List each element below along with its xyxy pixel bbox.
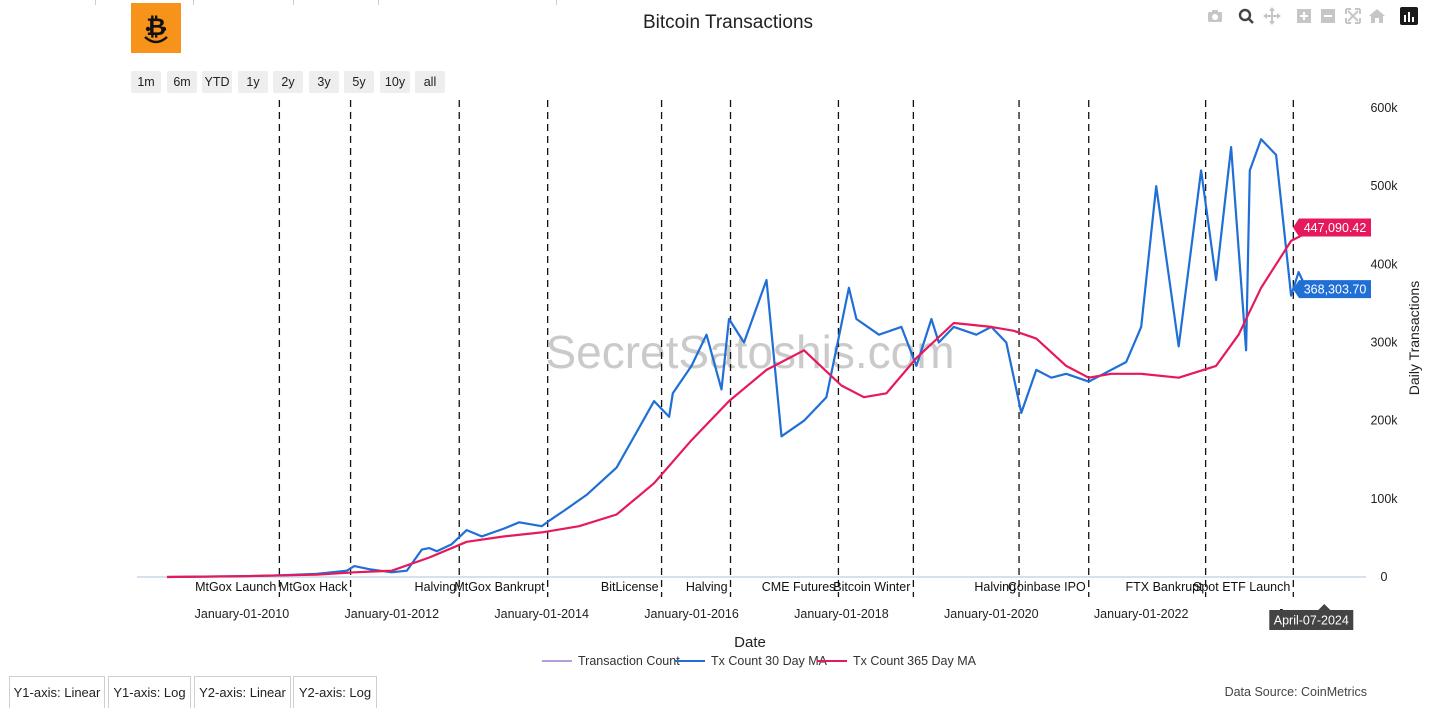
legend-label: Tx Count 30 Day MA <box>711 654 828 668</box>
event-label: CME Futures <box>762 580 836 594</box>
y-axis-title: Daily Transactions <box>1406 281 1422 395</box>
range-button-5y[interactable]: 5y <box>344 71 374 93</box>
event-label: Coinbase IPO <box>1008 580 1086 594</box>
event-label: BitLicense <box>601 580 659 594</box>
event-label: Halving <box>415 580 457 594</box>
zoom-icon[interactable] <box>1237 7 1255 25</box>
y-tick-label: 400k <box>1370 257 1398 271</box>
range-button-1y[interactable]: 1y <box>238 71 268 93</box>
chart-title: Bitcoin Transactions <box>642 12 814 33</box>
last-value-label: 368,303.70 <box>1304 283 1367 297</box>
plotly-logo-icon[interactable] <box>1400 7 1418 25</box>
event-label: Spot ETF Launch <box>1193 580 1290 594</box>
x-tick-label: January-01-2016 <box>644 607 739 621</box>
event-label: MtGox Bankrupt <box>454 580 545 594</box>
last-value-flag <box>1293 280 1371 299</box>
data-source: Data Source: CoinMetrics <box>1224 685 1367 699</box>
svg-text:₿: ₿ <box>146 13 166 41</box>
range-button-3y[interactable]: 3y <box>309 71 339 93</box>
tab-y2-linear[interactable]: Y2-axis: Linear <box>194 676 291 708</box>
reset-axes-icon[interactable] <box>1368 7 1386 25</box>
legend-swatch <box>817 660 847 662</box>
zoom-out-icon[interactable] <box>1319 7 1337 25</box>
y-tick-label: 600k <box>1370 101 1398 115</box>
series-line-2[interactable] <box>166 226 1318 579</box>
range-button-ytd[interactable]: YTD <box>202 71 232 93</box>
y-tick-label: 300k <box>1370 336 1398 350</box>
camera-icon[interactable] <box>1206 7 1224 25</box>
y-tick-label: 100k <box>1370 492 1398 506</box>
x-tick-label: January-01-2020 <box>944 607 1039 621</box>
x-axis-title: Date <box>734 634 766 651</box>
event-label: Halving <box>974 580 1016 594</box>
pan-icon[interactable] <box>1263 7 1281 25</box>
event-label: Halving <box>686 580 728 594</box>
legend-label: Transaction Count <box>578 654 680 668</box>
last-value-flag <box>1293 218 1371 237</box>
event-label: FTX Bankrupt <box>1126 580 1204 594</box>
range-button-2y[interactable]: 2y <box>273 71 303 93</box>
y-tick-label: 0 <box>1381 570 1388 584</box>
top-tab-strip <box>0 0 560 6</box>
event-label: MtGox Hack <box>279 580 349 594</box>
watermark: SecretSatoshis.com <box>545 326 954 378</box>
hover-date-box <box>1269 604 1354 630</box>
tab-y2-log[interactable]: Y2-axis: Log <box>293 676 377 708</box>
last-value-label: 447,090.42 <box>1304 221 1367 235</box>
x-tick-label: January-01-2012 <box>345 607 440 621</box>
event-label: MtGox Launch <box>195 580 276 594</box>
y-tick-label: 500k <box>1370 179 1398 193</box>
x-tick-label: January-01-2014 <box>494 607 589 621</box>
x-tick-label: January-01-2010 <box>195 607 290 621</box>
bitcoin-logo: ₿ <box>131 3 181 53</box>
legend: Transaction Count Tx Count 30 Day MA Tx … <box>0 652 1456 670</box>
range-button-1m[interactable]: 1m <box>131 71 161 93</box>
zoom-in-icon[interactable] <box>1295 7 1313 25</box>
x-tick-label: January-01-2018 <box>794 607 889 621</box>
bitcoin-smile-icon: ₿ <box>144 13 168 44</box>
x-tick-label: January-01-2022 <box>1094 607 1189 621</box>
tab-y1-linear[interactable]: Y1-axis: Linear <box>9 676 105 708</box>
legend-swatch <box>675 660 705 662</box>
hover-date-label: April-07-2024 <box>1274 614 1349 628</box>
event-label: Bitcoin Winter <box>833 580 910 594</box>
y-tick-label: 200k <box>1370 414 1398 428</box>
series-line-1[interactable] <box>166 138 1333 579</box>
legend-label: Tx Count 365 Day MA <box>853 654 976 668</box>
legend-item-365-day-ma[interactable]: Tx Count 365 Day MA <box>817 652 976 670</box>
legend-item-transaction-count[interactable]: Transaction Count <box>542 652 680 670</box>
autoscale-icon[interactable] <box>1344 7 1362 25</box>
range-button-6m[interactable]: 6m <box>167 71 197 93</box>
legend-item-30-day-ma[interactable]: Tx Count 30 Day MA <box>675 652 827 670</box>
range-button-all[interactable]: all <box>415 71 445 93</box>
modebar <box>1200 5 1440 25</box>
tab-y1-log[interactable]: Y1-axis: Log <box>108 676 191 708</box>
legend-swatch <box>542 660 572 662</box>
range-button-10y[interactable]: 10y <box>380 71 410 93</box>
